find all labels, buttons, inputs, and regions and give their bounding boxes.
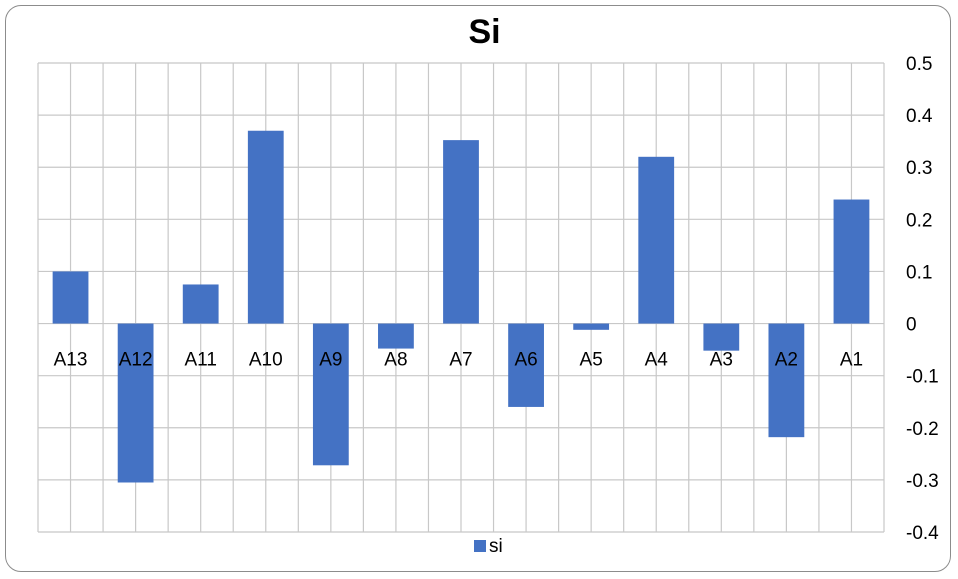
legend-swatch [474,540,486,552]
bar-a4 [638,156,675,324]
category-label: A6 [514,350,537,371]
bar-a11 [182,284,219,324]
category-label: A7 [449,350,472,371]
bar-a9 [312,323,349,466]
category-label: A4 [645,350,669,371]
bars [52,130,870,483]
category-labels: A13 A12 A11 A10 A9 A8 A7 A6 A5 A4 A3 A2 A1 [54,350,863,371]
y-tick-label: -0.2 [906,419,939,440]
bar-a2 [768,323,805,438]
y-tick-label: 0.1 [906,262,932,283]
category-label: A13 [54,350,88,371]
y-tick-label: 0.5 [906,54,932,75]
bar-a8 [378,323,414,349]
bar-a10 [247,130,284,324]
chart-title: Si [468,13,501,51]
bar-a1 [833,199,870,324]
y-tick-label: 0.3 [906,158,932,179]
legend-label: si [489,536,503,557]
category-label: A11 [184,350,216,371]
category-label: A12 [119,350,153,371]
bar-a3 [703,323,740,351]
category-label: A10 [249,350,283,371]
category-label: A9 [319,350,342,371]
category-label: A1 [840,350,863,371]
bar-a12 [117,323,154,483]
bar-a5 [573,323,610,330]
y-axis-ticks: 0.5 0.4 0.3 0.2 0.1 0 -0.1 -0.2 -0.3 -0.4 [906,54,939,544]
category-label: A3 [710,350,733,371]
y-tick-label: 0.2 [906,210,932,231]
y-tick-label: 0 [906,315,917,336]
bar-a7 [443,140,479,324]
category-label: A5 [580,350,603,371]
y-tick-label: -0.4 [906,523,939,544]
category-label: A2 [775,350,798,371]
bar-a6 [508,323,544,407]
legend: si [474,536,503,557]
y-tick-label: -0.1 [906,367,939,388]
category-label: A8 [384,350,407,371]
y-tick-label: -0.3 [906,471,939,492]
bar-a13 [52,271,89,324]
y-tick-label: 0.4 [906,106,933,127]
